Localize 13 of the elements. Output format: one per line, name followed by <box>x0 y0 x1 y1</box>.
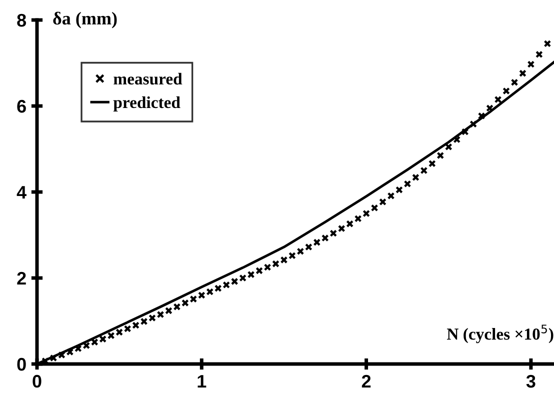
x-tick-label: 1 <box>198 375 206 388</box>
x-tick-label: 0 <box>32 374 42 388</box>
y-tick-label: 4 <box>16 186 26 199</box>
legend-label: predicted <box>113 96 180 112</box>
y-tick-label: 0 <box>17 358 26 371</box>
y-tick-label: 2 <box>17 272 26 285</box>
x-tick-label: 2 <box>362 374 371 388</box>
x-tick-label: 3 <box>526 374 536 388</box>
y-axis-title: δa (mm) <box>53 12 117 28</box>
y-tick-label: 6 <box>17 100 26 113</box>
y-tick-label: 8 <box>17 14 26 27</box>
x-axis-title: N (cycles ×10$^{5}$) <box>446 324 554 344</box>
legend-label: measured <box>114 72 182 85</box>
